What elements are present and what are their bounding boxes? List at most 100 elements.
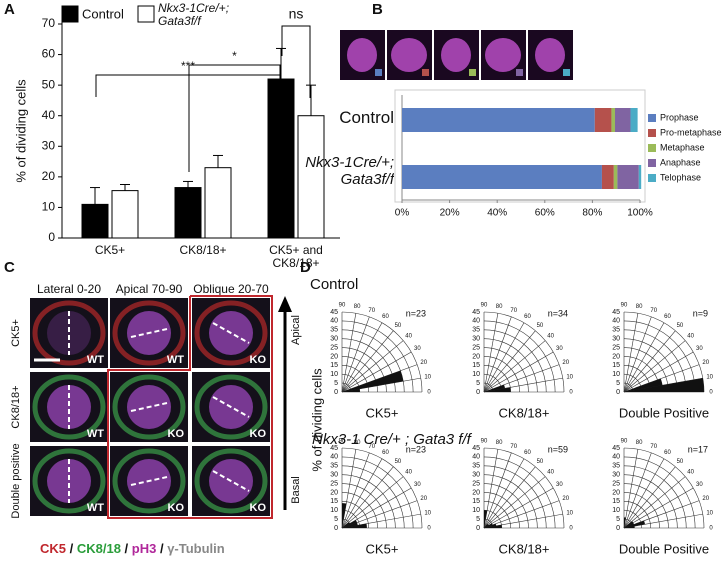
r-tick-label: 40 [472,318,480,325]
r-tick-label: 30 [330,336,338,343]
r-tick-label: 30 [472,336,480,343]
ring [623,311,705,393]
panel-letter: B [372,1,383,18]
legend-swatch [648,114,656,122]
theta-tick-label: 20 [562,360,569,366]
spoke [623,313,639,393]
spoke [483,476,546,529]
r-tick-label: 5 [616,516,620,523]
bar [297,115,325,239]
bar-segment [402,108,595,132]
r-tick-label: 35 [612,463,620,470]
ring [623,465,687,529]
spoke [483,330,536,393]
ring [623,320,696,393]
theta-tick-label: 40 [405,470,412,476]
theta-tick-label: 90 [481,439,488,445]
r-tick-label: 45 [612,445,620,452]
text-box: CK5+ [95,244,125,257]
ring [341,447,423,529]
chromatin [535,38,565,72]
wedge [484,523,489,528]
legend-swatch [648,174,656,182]
wedge [342,503,347,528]
theta-tick-label: 80 [496,304,503,310]
r-tick-label: 20 [330,353,338,360]
membrane [112,448,186,514]
chromatin [391,38,427,72]
spoke [623,322,665,393]
r-tick-label: 45 [330,445,338,452]
category-label: Nkx3-1Cre/+; Gata3f/f [305,155,394,188]
r-tick-label: 40 [472,454,480,461]
r-tick-label: 35 [330,463,338,470]
sig-bracket [281,25,311,98]
spindle-axis [212,470,250,492]
phase-key [516,69,523,76]
theta-tick-label: 40 [687,334,694,340]
phase-key [375,69,382,76]
wedge [624,517,626,528]
spindle-axis [130,328,168,338]
theta-tick-label: 0 [427,390,431,396]
theta-tick-label: 40 [687,470,694,476]
r-tick-label: 30 [330,472,338,479]
legend-swatch [648,129,656,137]
spoke [341,340,404,393]
wedge [484,523,493,528]
x-tick-label: CK5+ and CK8/18+ [269,244,323,271]
ring [483,501,511,529]
spoke [623,330,676,393]
r-tick-label: 20 [472,489,480,496]
spoke [341,513,421,529]
spindle-axis [212,322,250,344]
theta-tick-label: 0 [569,526,573,532]
phase-key [563,69,570,76]
r-tick-label: 0 [476,389,480,396]
theta-tick-label: 80 [496,440,503,446]
group-header: Control [310,276,358,293]
ring [483,311,565,393]
theta-tick-label: 10 [566,510,573,516]
x-tick-label: 20% [440,208,460,219]
genotype-label: WT [167,354,184,366]
spoke [483,340,546,393]
theta-tick-label: 50 [537,459,544,465]
chart-title: CK8/18+ [499,405,550,420]
r-tick-label: 5 [476,516,480,523]
r-tick-label: 10 [330,371,338,378]
r-tick-label: 10 [472,507,480,514]
legend-swatch [648,144,656,152]
spoke [483,452,512,529]
micrograph [30,298,108,368]
r-tick-label: 35 [472,463,480,470]
text-box: CK8/18+ [179,244,226,257]
theta-tick-label: 50 [395,459,402,465]
theta-tick-label: 90 [621,439,628,445]
r-tick-label: 35 [612,327,620,334]
ring [623,456,696,529]
ko-border [107,295,273,519]
theta-tick-label: 30 [414,482,421,488]
spoke [341,377,421,393]
r-tick-label: 0 [334,525,338,532]
theta-tick-label: 90 [339,303,346,309]
ring [341,320,414,393]
r-tick-label: 20 [612,353,620,360]
theta-tick-label: 0 [569,390,573,396]
spoke [623,452,652,529]
column-header: Oblique 20-70 [193,282,269,296]
ring [623,338,678,393]
r-tick-label: 10 [612,507,620,514]
wedge [484,510,488,528]
spoke [341,351,412,393]
x-tick-label: 60% [535,208,555,219]
text-box: CK5+ and CK8/18+ [269,244,323,271]
r-tick-label: 30 [612,336,620,343]
ring [483,329,547,393]
theta-tick-label: 20 [420,496,427,502]
theta-tick-label: 10 [424,510,431,516]
spindle-axis [130,476,168,486]
ring [623,329,687,393]
r-tick-label: 45 [330,309,338,316]
